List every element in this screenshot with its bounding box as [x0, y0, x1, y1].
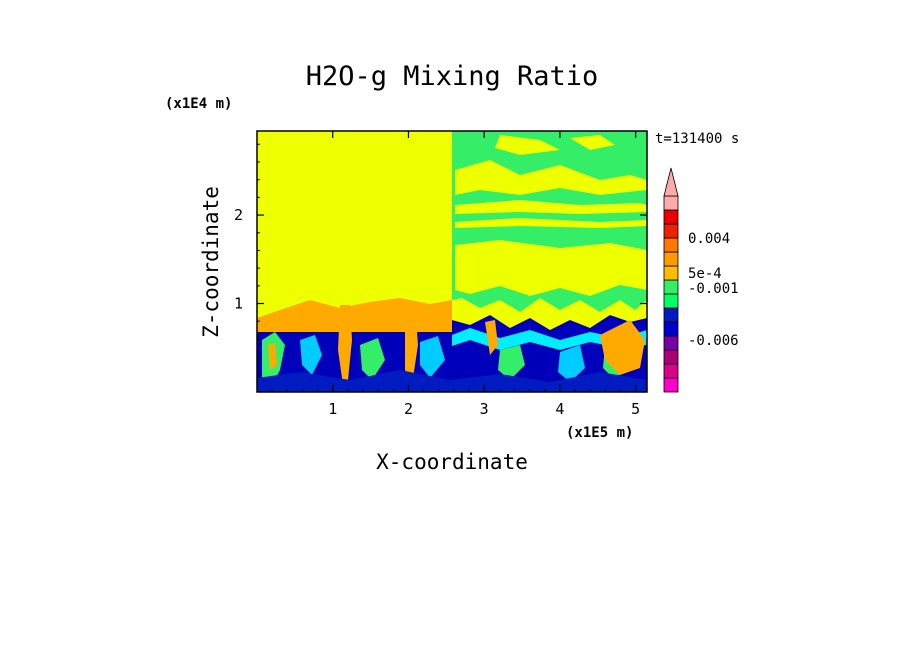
colorbar-swatch: [663, 321, 679, 337]
colorbar-swatch: [663, 237, 679, 253]
chart-title: H2O-g Mixing Ratio: [306, 61, 599, 92]
x-tick-label: 1: [328, 400, 337, 418]
colorbar-swatch: [663, 195, 679, 211]
heatmap-field: [257, 131, 647, 392]
green-plume-3: [360, 338, 385, 380]
orange-layer: [257, 298, 452, 332]
colorbar-label-3: -0.006: [688, 333, 739, 349]
green-plume-4: [420, 336, 445, 378]
colorbar-swatch: [663, 363, 679, 379]
yellow-patch-top-2: [570, 135, 615, 150]
colorbar-swatch: [663, 251, 679, 267]
colorbar-swatch: [663, 223, 679, 239]
x-tick-label: 5: [631, 400, 640, 418]
colorbar-labels: 0.004 5e-4 -0.001 -0.006: [688, 231, 739, 349]
x-tick-label: 2: [404, 400, 413, 418]
y-tick-label: 1: [234, 295, 243, 313]
orange-plume-1: [338, 305, 352, 385]
x-tick-label: 3: [480, 400, 489, 418]
y-tick-label: 2: [234, 206, 243, 224]
x-scale-label: (x1E5 m): [566, 425, 633, 441]
cyan-layer: [452, 328, 647, 350]
boundary-layer: [257, 315, 647, 392]
orange-plume-4: [485, 320, 498, 355]
colorbar-label-0: 0.004: [688, 231, 730, 247]
colorbar: [663, 167, 679, 393]
yellow-region-mid: [455, 240, 647, 296]
colorbar-swatch: [663, 307, 679, 323]
colorbar-swatch: [663, 377, 679, 393]
yellow-band-1: [455, 160, 647, 195]
colorbar-swatch: [663, 209, 679, 225]
yellow-band-2: [455, 200, 647, 214]
ground-layer: [257, 370, 647, 392]
green-plume-5: [498, 345, 525, 380]
colorbar-swatch: [663, 349, 679, 365]
yellow-band-3: [455, 218, 647, 228]
plot-frame: [256, 130, 648, 393]
colorbar-swatch: [663, 293, 679, 309]
time-label: t=131400 s: [655, 131, 739, 147]
colorbar-swatch: [663, 265, 679, 281]
colorbar-swatch: [663, 279, 679, 295]
x-tick-label: 4: [555, 400, 564, 418]
y-scale-label: (x1E4 m): [165, 96, 232, 112]
colorbar-label-1: 5e-4: [688, 266, 722, 282]
orange-plume-3: [600, 320, 645, 375]
x-axis-title: X-coordinate: [376, 450, 528, 474]
orange-plume-2: [405, 305, 418, 385]
green-plume-2: [300, 335, 322, 375]
x-axis-ticks: 1 2 3 4 5: [271, 131, 640, 418]
yellow-patch-top: [495, 135, 560, 155]
colorbar-extend-arrow: [663, 167, 679, 197]
colorbar-swatch: [663, 335, 679, 351]
orange-plume-5: [268, 343, 277, 370]
colorbar-label-2: -0.001: [688, 281, 739, 297]
y-axis-ticks: 12: [234, 143, 647, 375]
green-plume-6: [558, 345, 585, 382]
y-axis-title: Z-coordinate: [199, 186, 223, 338]
